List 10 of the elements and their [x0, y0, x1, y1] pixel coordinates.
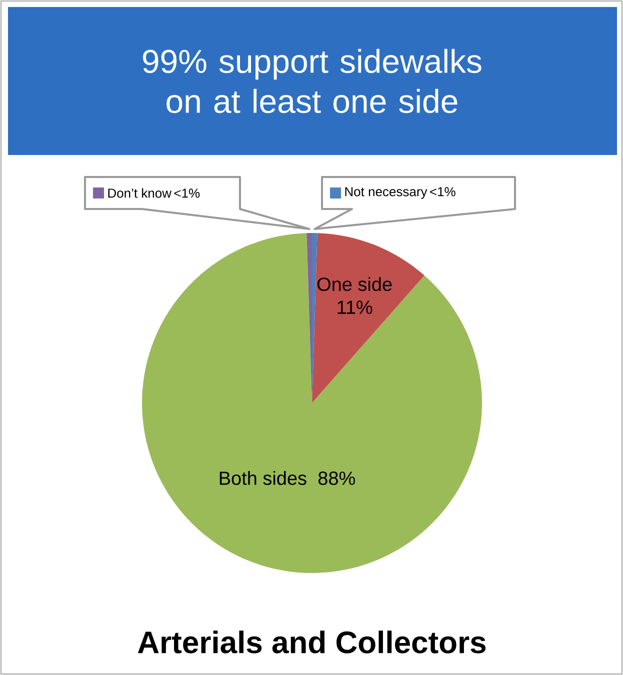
data-label: <1%: [430, 187, 456, 196]
data-label: 88%: [318, 472, 355, 485]
slice-label: Both sides: [220, 471, 306, 485]
legend-label: Don’t know: [108, 188, 172, 198]
data-label: <1%: [174, 188, 200, 198]
legend-label: Not necessary: [345, 187, 428, 199]
slice-label: One side: [317, 277, 392, 292]
text: Arterials and Collectors: [138, 630, 486, 654]
chart-title: 99% support sidewalks on at least one side: [142, 48, 482, 114]
data-label: 11%: [338, 300, 372, 314]
